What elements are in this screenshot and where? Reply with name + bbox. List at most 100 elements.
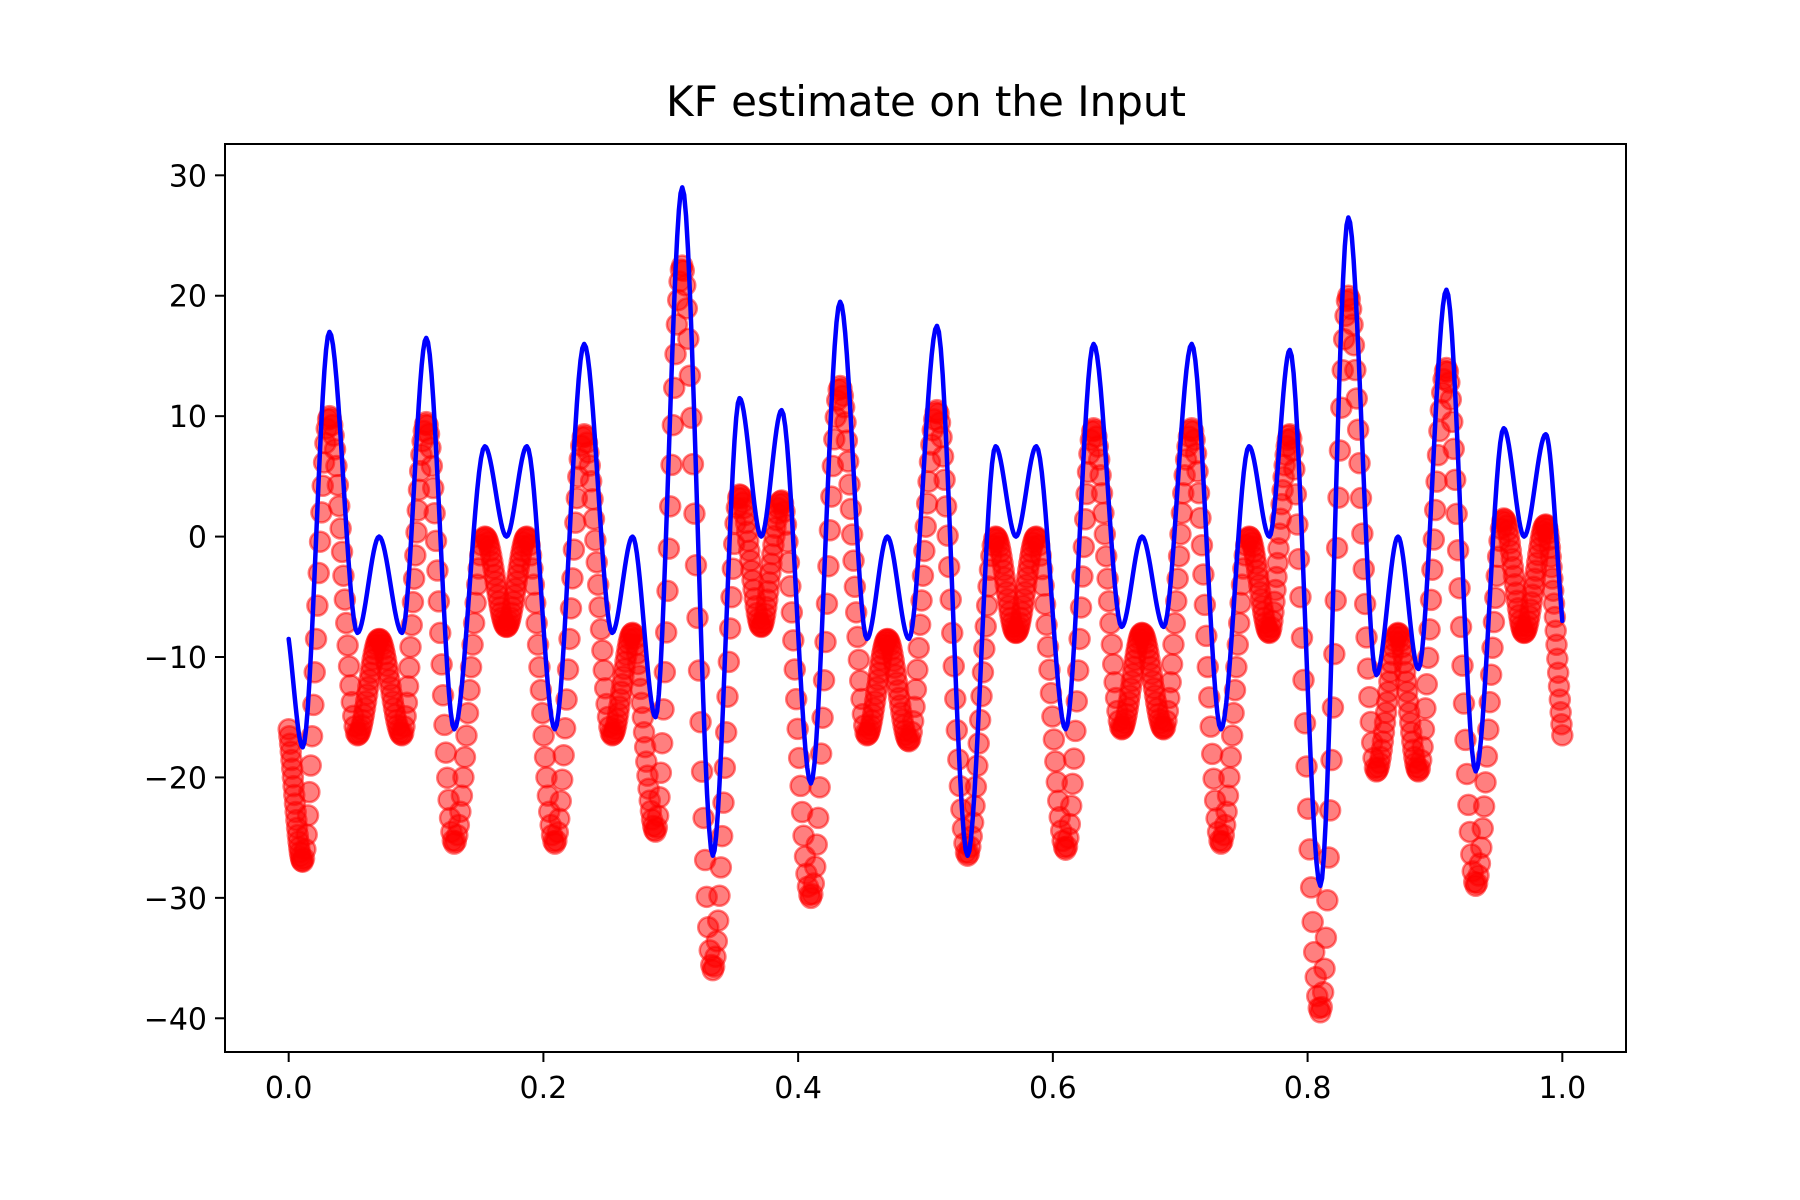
scatter-point [654, 621, 678, 644]
scatter-point [453, 745, 477, 769]
scatter-point [549, 789, 572, 813]
scatter-point [552, 743, 575, 767]
scatter-point [1470, 836, 1493, 859]
scatter-point [1220, 724, 1244, 747]
scatter-point [550, 768, 574, 791]
scatter-point [1472, 795, 1496, 818]
scatter-point [648, 785, 671, 809]
scatter-point [709, 856, 733, 879]
scatter-point [656, 579, 679, 603]
scatter-point [1446, 539, 1470, 562]
scatter-point [1287, 547, 1311, 571]
scatter-point [1290, 626, 1314, 649]
scatter-point [1349, 486, 1373, 510]
plot-area [277, 185, 1574, 1024]
scatter-point [678, 364, 702, 387]
scatter-point [690, 760, 714, 783]
scatter-point [396, 675, 420, 698]
scatter-point [1311, 980, 1335, 1004]
scatter-point [1471, 817, 1494, 840]
scatter-point [817, 554, 840, 578]
scatter-point [1058, 812, 1082, 836]
scatter-point [906, 658, 929, 682]
scatter-point [1415, 673, 1439, 696]
scatter-point [1352, 557, 1376, 581]
scatter-point [1551, 724, 1574, 747]
chart-title: KF estimate on the Input [666, 77, 1186, 126]
scatter-point [973, 637, 996, 661]
scatter-point [650, 731, 674, 755]
scatter-point [1327, 486, 1350, 509]
y-tick-label: −30 [144, 882, 207, 917]
scatter-point [1313, 957, 1336, 980]
y-tick-label: 0 [188, 521, 207, 556]
scatter-point [706, 909, 730, 932]
scatter-point [1320, 748, 1343, 772]
scatter-point [1162, 633, 1185, 656]
scatter-point [1062, 747, 1086, 770]
scatter-point [820, 485, 843, 508]
y-tick-label: −20 [144, 761, 207, 796]
scatter-point [1324, 589, 1347, 612]
scatter-point [450, 784, 474, 807]
scatter-point [717, 650, 741, 674]
scatter-point [1042, 728, 1066, 751]
y-tick-label: 30 [169, 159, 207, 194]
scatter-point [847, 648, 871, 672]
scatter-point [306, 594, 329, 617]
scatter-point [646, 804, 670, 828]
scatter-point [1286, 513, 1309, 536]
scatter-point [1425, 470, 1448, 493]
scatter-point [299, 754, 322, 777]
scatter-point [1100, 633, 1124, 656]
scatter-point [455, 724, 478, 747]
scatter-point [591, 639, 614, 662]
scatter-point [930, 425, 953, 449]
scatter-point [1323, 642, 1346, 666]
scatter-point [1442, 437, 1465, 461]
scatter-point [1302, 940, 1326, 964]
scatter-point [661, 413, 685, 437]
scatter-point [1441, 410, 1464, 434]
x-tick-label: 0.8 [1284, 1071, 1332, 1106]
scatter-point [720, 585, 743, 609]
scatter-point [658, 495, 682, 518]
scatter-point [298, 780, 321, 804]
scatter-point [808, 776, 831, 799]
scatter-point [532, 724, 555, 747]
scatter-point [295, 823, 318, 846]
scatter-point [1474, 771, 1497, 794]
scatter-point [398, 656, 421, 679]
scatter-point [818, 519, 842, 542]
scatter-point [1216, 784, 1240, 807]
scatter-point [1455, 762, 1479, 786]
scatter-point [307, 561, 330, 585]
scatter-point [1451, 654, 1474, 677]
scatter-point [683, 502, 706, 525]
x-tick-label: 1.0 [1538, 1071, 1586, 1106]
scatter-point [1316, 889, 1339, 912]
scatter-point [1445, 502, 1468, 526]
scatter-point [804, 855, 827, 879]
scatter-point [1351, 522, 1374, 545]
scatter-point [1443, 468, 1467, 492]
scatter-point [677, 327, 700, 351]
scatter-point [1292, 668, 1315, 692]
axes-frame [224, 143, 1627, 1053]
scatter-point [1314, 926, 1338, 949]
scatter-point [687, 659, 711, 682]
scatter-point [1318, 799, 1342, 822]
scatter-point [716, 685, 739, 708]
x-tick-label: 0.6 [1029, 1071, 1077, 1106]
scatter-point [657, 537, 681, 560]
scatter-point [689, 710, 712, 734]
axes-ticks: 0.0 0.2 0.4 0.6 0.8 1.0 −40 −30 −20 −10 0 10 20 30 [144, 159, 1586, 1106]
scatter-point [1344, 358, 1367, 382]
scatter-point [974, 615, 997, 638]
scatter-point [533, 745, 557, 769]
scatter-point [1346, 418, 1370, 442]
scatter-point [1160, 652, 1184, 676]
scatter-point [1412, 718, 1436, 741]
scatter-point [1219, 745, 1243, 769]
